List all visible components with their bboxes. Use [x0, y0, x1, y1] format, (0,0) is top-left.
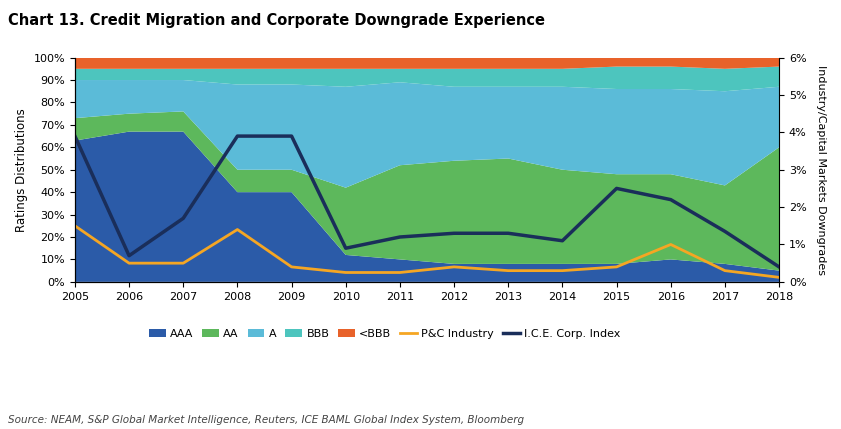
Y-axis label: Industry/Capital Markets Downgrades: Industry/Capital Markets Downgrades [816, 65, 826, 275]
Text: Source: NEAM, S&P Global Market Intelligence, Reuters, ICE BAML Global Index Sys: Source: NEAM, S&P Global Market Intellig… [8, 415, 525, 425]
Legend: AAA, AA, A, BBB, <BBB, P&C Industry, I.C.E. Corp. Index: AAA, AA, A, BBB, <BBB, P&C Industry, I.C… [145, 325, 625, 344]
Text: Chart 13. Credit Migration and Corporate Downgrade Experience: Chart 13. Credit Migration and Corporate… [8, 13, 546, 28]
Y-axis label: Ratings Distributions: Ratings Distributions [15, 108, 28, 232]
